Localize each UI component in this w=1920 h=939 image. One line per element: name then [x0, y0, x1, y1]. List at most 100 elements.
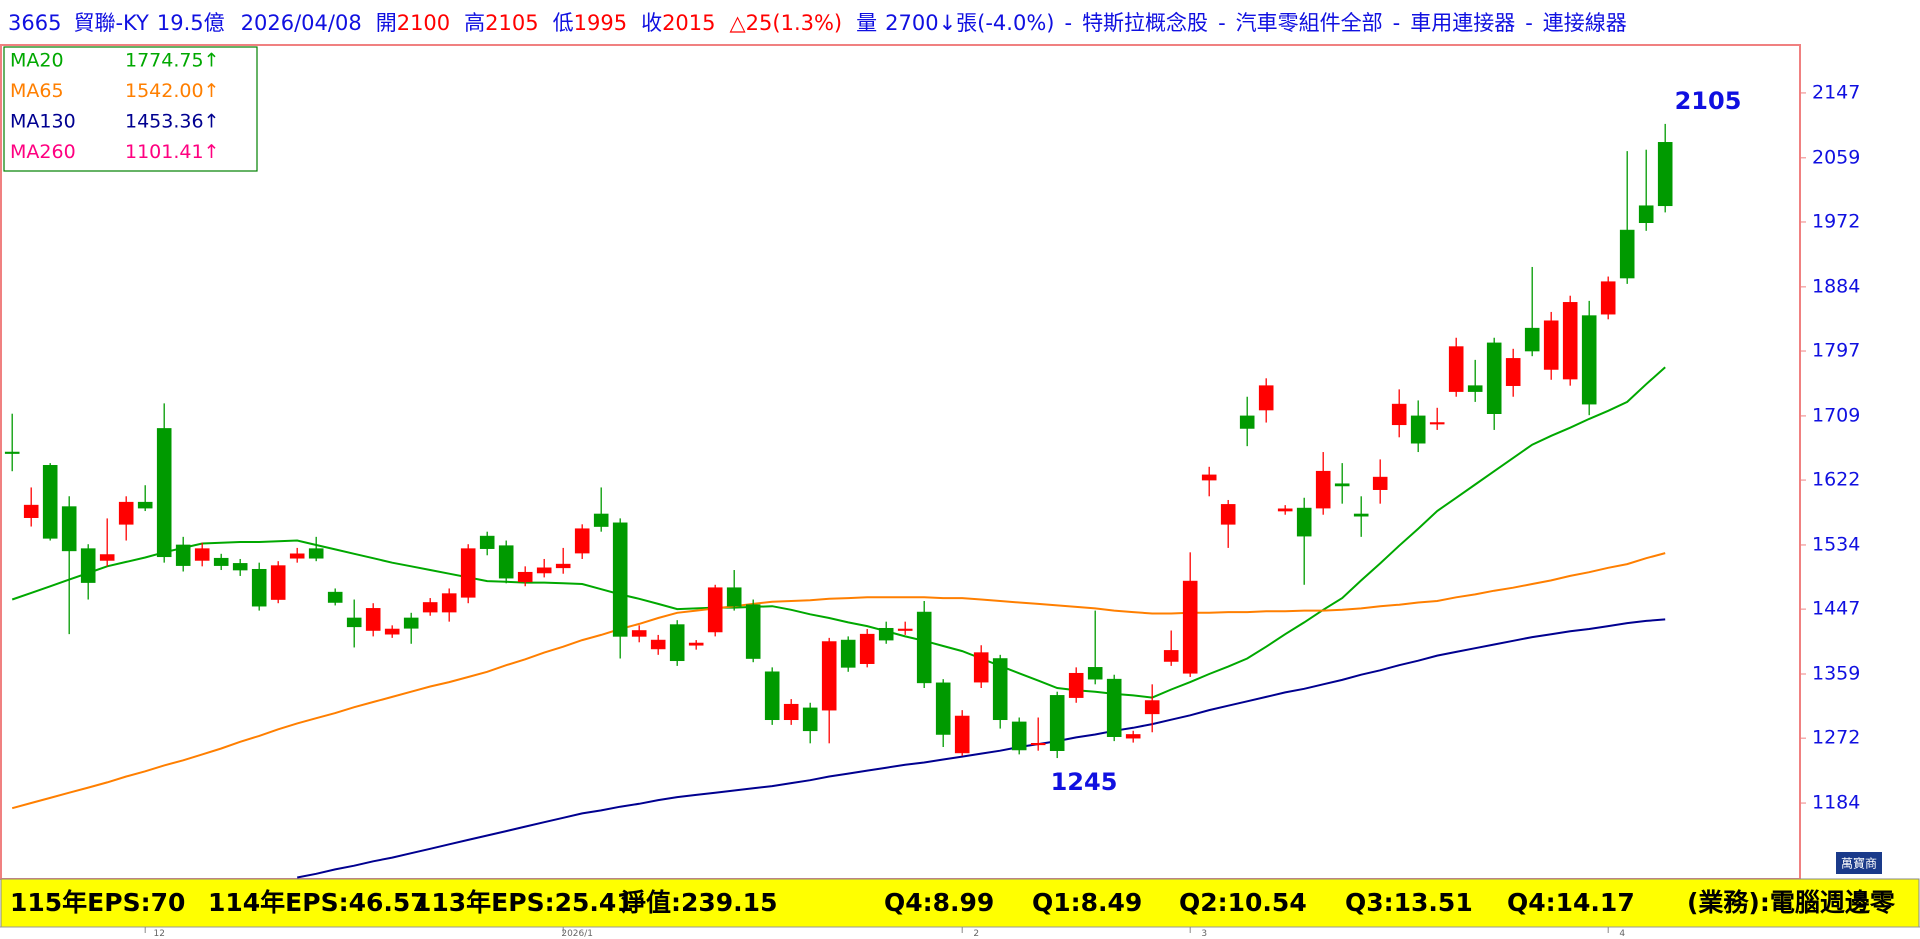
candle-body: [1049, 695, 1065, 751]
candle-body: [403, 617, 419, 629]
candle-body: [612, 522, 628, 637]
y-tick-label: 1972: [1812, 210, 1860, 232]
header-item: -: [1064, 11, 1072, 35]
candle-body: [1467, 385, 1483, 392]
candle-body: [1144, 700, 1160, 715]
x-tick-label: 12: [153, 929, 164, 939]
header-item: △25(1.3%): [730, 11, 843, 35]
info-item: 113年EPS:25.41: [414, 888, 634, 917]
candle-body: [973, 652, 989, 683]
x-tick-label: 2: [973, 929, 979, 939]
candle-body: [194, 548, 210, 561]
candle-body: [1505, 358, 1521, 386]
candle-body: [916, 611, 932, 684]
header-item: 2700↓張(-4.0%): [885, 11, 1054, 35]
candle-body: [23, 504, 39, 518]
header-item: 2026/04/08: [241, 11, 362, 35]
candle-body: [1486, 342, 1502, 415]
candle-body: [536, 567, 552, 574]
candle-body: [1087, 667, 1103, 680]
info-bar: [0, 878, 1920, 928]
header-item: 低: [553, 11, 574, 35]
candle-body: [1315, 470, 1331, 509]
candle-body: [175, 544, 191, 566]
candle-body: [118, 501, 134, 525]
y-tick-label: 1359: [1812, 663, 1860, 685]
candle-body: [42, 465, 58, 539]
candle-body: [1334, 483, 1350, 487]
y-tick-label: 1709: [1812, 404, 1860, 426]
candle-body: [1600, 281, 1616, 315]
candle-body: [1372, 476, 1388, 490]
info-item: Q4:8.99: [884, 888, 994, 917]
candle-body: [1182, 580, 1198, 674]
candle-body: [897, 628, 913, 631]
legend-name: MA260: [10, 141, 76, 163]
candle-body: [1220, 504, 1236, 525]
candle-body: [1619, 229, 1635, 279]
candle-body: [802, 707, 818, 732]
ma-line: [297, 618, 1666, 879]
candle-body: [1163, 650, 1179, 662]
logo: 萬寶商: [1841, 856, 1877, 871]
candle-body: [346, 617, 362, 628]
info-item: 115年EPS:70: [10, 888, 185, 917]
legend-name: MA65: [10, 80, 64, 102]
candle-body: [821, 641, 837, 711]
y-tick-label: 1534: [1812, 533, 1860, 555]
header: 3665 貿聯-KY 19.5億 2026/04/08 開2100 高2105 低1995 收…: [8, 11, 1627, 35]
candle-body: [1391, 403, 1407, 426]
info-item: 114年EPS:46.57: [208, 888, 428, 917]
info-item: Q2:10.54: [1179, 888, 1307, 917]
header-item: 2015: [662, 11, 715, 35]
legend-value: 1453.36↑: [125, 111, 220, 133]
candle-body: [384, 628, 400, 635]
candle-body: [1296, 507, 1312, 537]
candle-body: [574, 528, 590, 554]
candle-body: [1410, 415, 1426, 444]
legend-name: MA20: [10, 50, 64, 72]
header-item: 2100: [397, 11, 450, 35]
info-item: Q3:13.51: [1345, 888, 1473, 917]
header-item: 2105: [485, 11, 538, 35]
legend-value: 1542.00↑: [125, 80, 220, 102]
candle-body: [1353, 513, 1369, 517]
candle-body: [1524, 327, 1540, 352]
info-item: Q4:14.17: [1507, 888, 1635, 917]
candle-body: [441, 593, 457, 613]
candle-body: [308, 548, 324, 559]
candle-body: [232, 563, 248, 571]
candle-body: [137, 501, 153, 509]
header-item: 連接線器: [1543, 11, 1627, 35]
header-item: 開: [376, 11, 397, 35]
candle-body: [783, 703, 799, 721]
candle-body: [422, 602, 438, 613]
candle-body: [4, 451, 20, 454]
candle-body: [1581, 315, 1597, 405]
y-tick-label: 1447: [1812, 598, 1860, 620]
header-item: 1995: [574, 11, 627, 35]
candle-body: [498, 545, 514, 579]
info-item: (業務):電腦週邊零: [1687, 888, 1896, 917]
plot: [4, 123, 1673, 879]
header-item: -: [1525, 11, 1533, 35]
candle-body: [1657, 142, 1673, 207]
ma-line: [11, 552, 1666, 810]
candle-body: [1448, 346, 1464, 392]
y-tick-label: 2147: [1812, 81, 1860, 103]
candle-body: [1106, 678, 1122, 737]
ma-line: [11, 366, 1666, 699]
header-item: -: [1393, 11, 1401, 35]
legend-box: [3, 46, 258, 172]
y-tick-label: 1272: [1812, 727, 1860, 749]
candle-body: [327, 591, 343, 603]
header-item: 車用連接器: [1410, 11, 1515, 35]
legend-value: 1101.41↑: [125, 141, 220, 163]
candle-body: [631, 630, 647, 637]
candle-body: [669, 624, 685, 662]
candle-body: [992, 658, 1008, 721]
price-annotation: 1245: [1051, 768, 1118, 796]
header-item: 3665: [8, 11, 61, 35]
candle-body: [555, 563, 571, 569]
